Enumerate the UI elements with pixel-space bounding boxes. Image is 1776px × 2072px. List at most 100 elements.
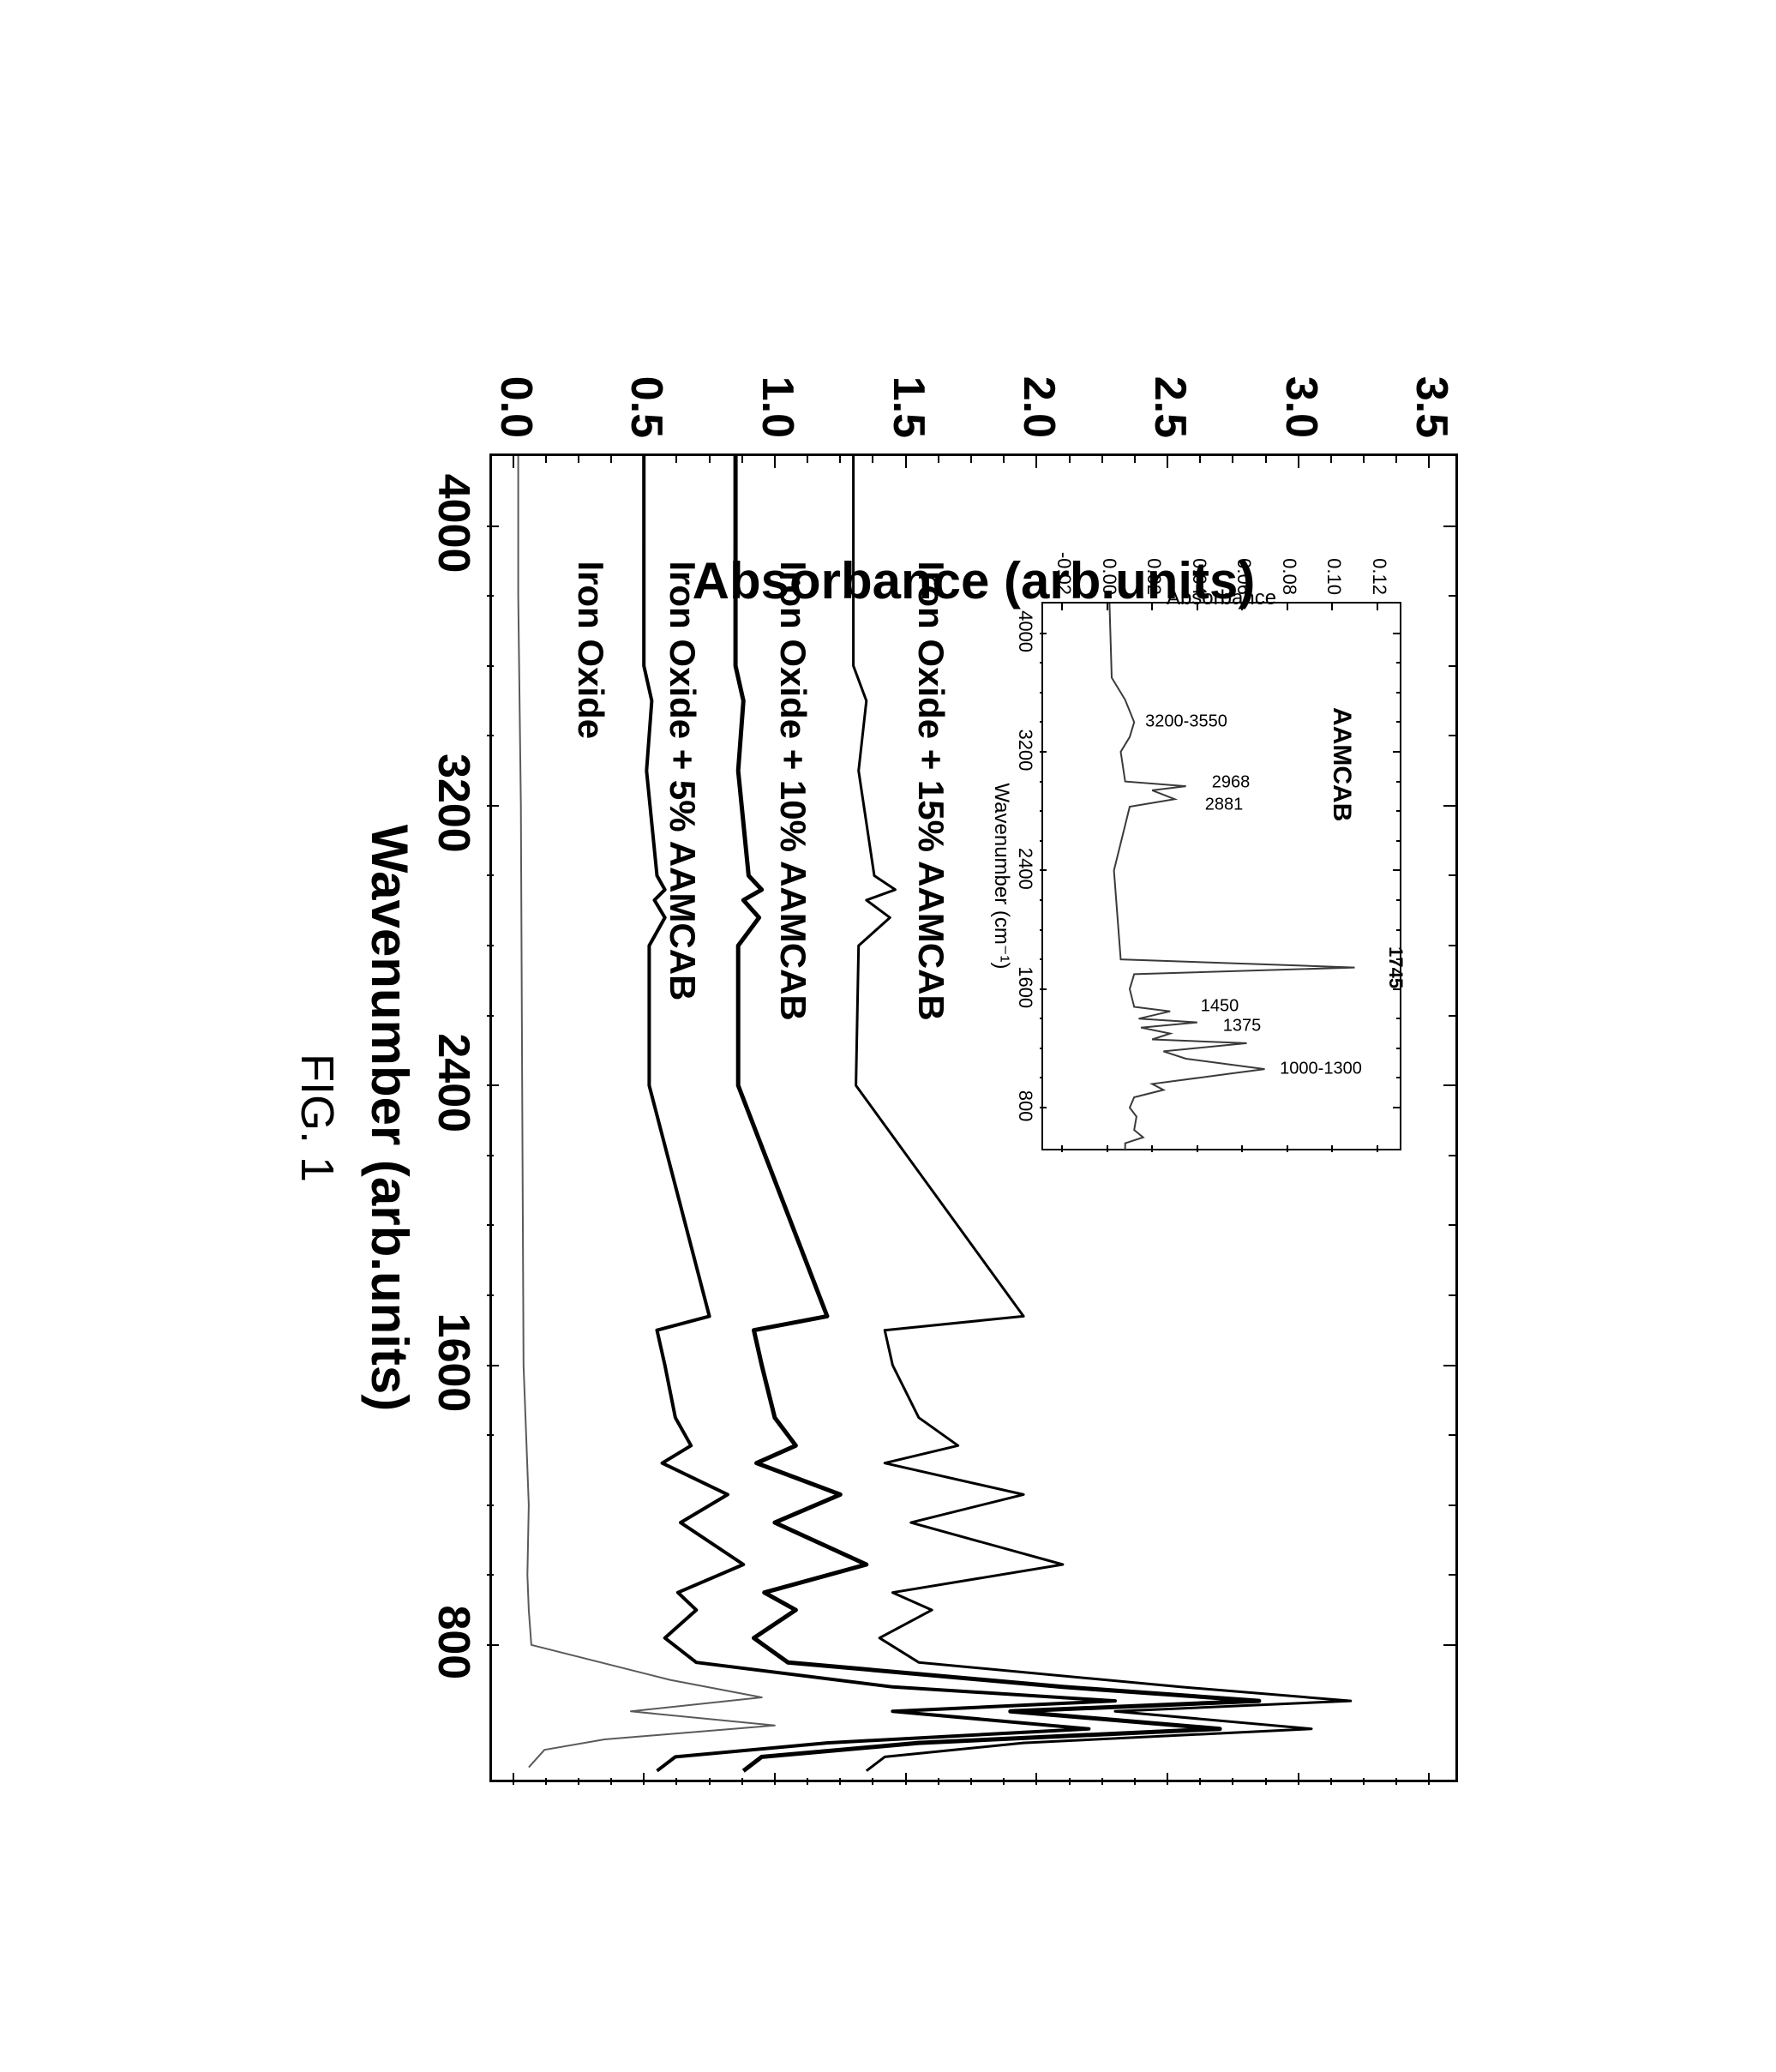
inset-y-tick-label: 0.10 [1323,543,1345,594]
x-tick [1443,1643,1455,1645]
inset-x-tick-label: 4000 [1014,610,1036,652]
x-minor-tick [487,1294,494,1295]
x-minor-tick [1396,1077,1400,1078]
y-tick [1035,1773,1037,1785]
y-minor-tick [1363,1778,1365,1785]
y-tick-label: 3.5 [1406,265,1457,438]
x-tick-label: 4000 [428,473,479,573]
y-tick [1197,1144,1198,1151]
inset-peak-label: 1000-1300 [1280,1059,1362,1078]
x-tick [1393,869,1400,871]
y-minor-tick [1003,456,1005,463]
y-tick [1287,603,1288,610]
x-minor-tick [1396,810,1400,812]
x-tick [487,1084,499,1086]
x-tick [1040,869,1047,871]
inset-chart-area: AAMCAB3200-3550296828811745145013751000-… [1041,601,1401,1150]
y-minor-tick [610,1778,612,1785]
x-minor-tick [1449,1154,1455,1156]
y-tick [1298,1773,1299,1785]
y-minor-tick [872,1778,873,1785]
y-tick [1287,1144,1288,1151]
y-minor-tick [1232,1778,1233,1785]
inset-y-tick-label: 0.12 [1368,543,1390,594]
y-tick [1167,1773,1168,1785]
x-tick [1040,1107,1047,1108]
x-minor-tick [1040,662,1043,664]
y-minor-tick [807,456,808,463]
x-tick-label: 800 [428,1605,479,1679]
x-minor-tick [1449,1504,1455,1505]
x-minor-tick [1040,691,1043,693]
y-minor-tick [1134,1778,1136,1785]
inset-peak-label: 2968 [1212,772,1251,792]
y-minor-tick [938,1778,939,1785]
y-tick [774,456,776,468]
inset-wrap: AAMCAB3200-3550296828811745145013751000-… [990,543,1408,1156]
x-tick [1393,750,1400,752]
y-tick [905,1773,907,1785]
y-tick [1428,1773,1430,1785]
y-minor-tick [1069,1778,1071,1785]
y-minor-tick [610,456,612,463]
x-minor-tick [1396,691,1400,693]
y-tick-label: 2.0 [1013,265,1065,438]
y-tick [1035,456,1037,468]
y-tick [1298,456,1299,468]
x-minor-tick [487,1434,494,1436]
x-tick-label: 2400 [428,1033,479,1132]
y-minor-tick [839,456,841,463]
y-minor-tick [675,1778,677,1785]
y-minor-tick [1330,1778,1332,1785]
x-minor-tick [1449,874,1455,876]
y-minor-tick [578,1778,579,1785]
x-minor-tick [1040,958,1043,960]
y-minor-tick [938,456,939,463]
y-minor-tick [1330,456,1332,463]
x-tick [1040,632,1047,634]
y-minor-tick [709,456,711,463]
x-minor-tick [1040,1077,1043,1078]
inset-x-axis-title: Wavenumber (cm⁻¹) [989,783,1014,969]
y-minor-tick [970,456,972,463]
x-minor-tick [487,1224,494,1226]
y-tick [643,456,645,468]
figure-caption: FIG. 1 [291,1053,344,1181]
series-label: Iron Oxide + 5% AAMCAB [662,561,703,1000]
x-tick-label: 3200 [428,754,479,853]
x-minor-tick [1449,1294,1455,1295]
x-minor-tick [1040,898,1043,900]
y-tick [1151,1144,1153,1151]
y-tick [1428,456,1430,468]
y-tick [513,456,514,468]
y-tick-label: 2.5 [1144,265,1196,438]
inset-x-tick-label: 1600 [1014,966,1036,1008]
inset-x-tick-label: 800 [1014,1090,1036,1121]
y-minor-tick [1363,456,1365,463]
x-tick [1443,525,1455,526]
x-tick [487,525,499,526]
inset-peak-label: 1745 [1384,946,1407,988]
x-minor-tick [1396,662,1400,664]
y-minor-tick [1069,456,1071,463]
y-minor-tick [578,456,579,463]
x-tick [1443,1364,1455,1366]
y-tick [1331,603,1333,610]
x-minor-tick [1449,1434,1455,1436]
y-minor-tick [1265,1778,1267,1785]
series-label: Iron Oxide + 15% AAMCAB [910,561,951,1020]
y-minor-tick [741,1778,743,1785]
x-minor-tick [1449,664,1455,666]
y-minor-tick [1199,1778,1201,1785]
y-minor-tick [807,1778,808,1785]
y-tick [1377,603,1378,610]
y-tick [1331,1144,1333,1151]
x-minor-tick [1396,780,1400,782]
y-tick [513,1773,514,1785]
inset-peak-label: 1375 [1223,1016,1262,1036]
y-tick-label: 0.5 [621,265,672,438]
y-tick [1241,1144,1243,1151]
x-minor-tick [1449,1574,1455,1576]
y-tick [1167,456,1168,468]
y-minor-tick [970,1778,972,1785]
